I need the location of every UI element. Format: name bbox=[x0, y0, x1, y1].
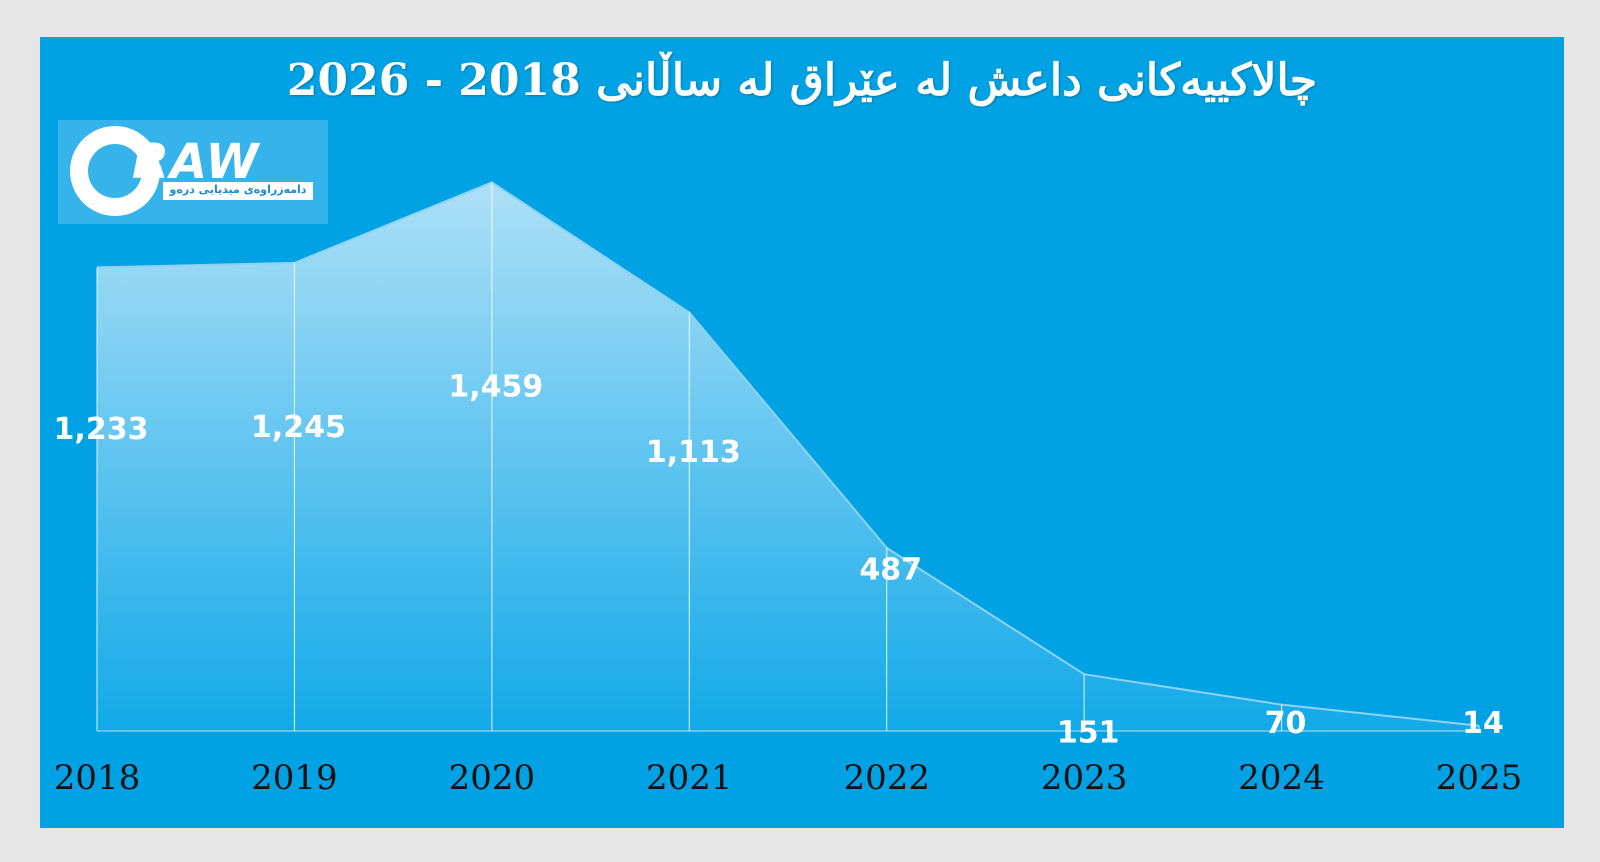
draw-logo: RAW دامەزراوەی میدیایی درەو bbox=[58, 120, 328, 224]
x-tick-label: 2024 bbox=[1238, 758, 1325, 798]
chart-title: چالاکییەکانی داعش لە عێراق لە ساڵانی 201… bbox=[286, 55, 1318, 106]
x-tick-label: 2022 bbox=[843, 758, 930, 798]
area-chart: 1,233 2018 1,245 2019 1,459 2020 1,113 2021 487 2… bbox=[54, 181, 1523, 798]
logo-d-mark bbox=[70, 126, 160, 216]
data-label: 14 bbox=[1462, 706, 1504, 741]
logo-subtitle: دامەزراوەی میدیایی درەو bbox=[169, 183, 307, 196]
data-label: 1,459 bbox=[448, 370, 543, 405]
data-label: 1,245 bbox=[251, 410, 346, 445]
logo-subtitle-bar: دامەزراوەی میدیایی درەو bbox=[163, 182, 313, 200]
x-tick-label: 2023 bbox=[1041, 758, 1128, 798]
data-label: 1,113 bbox=[646, 435, 741, 470]
x-tick-label: 2020 bbox=[449, 758, 536, 798]
chart-panel: چالاکییەکانی داعش لە عێراق لە ساڵانی 201… bbox=[40, 37, 1564, 828]
data-label: 151 bbox=[1057, 716, 1120, 751]
x-tick-label: 2021 bbox=[646, 758, 733, 798]
data-label: 1,233 bbox=[54, 412, 149, 447]
data-label: 487 bbox=[859, 552, 922, 587]
area-series bbox=[97, 182, 1479, 731]
data-label: 70 bbox=[1265, 706, 1307, 741]
logo-wordmark: RAW bbox=[132, 134, 260, 190]
x-tick-label: 2019 bbox=[251, 758, 338, 798]
series-line bbox=[96, 181, 1480, 727]
x-tick-label: 2025 bbox=[1436, 758, 1523, 798]
x-tick-label: 2018 bbox=[54, 758, 141, 798]
